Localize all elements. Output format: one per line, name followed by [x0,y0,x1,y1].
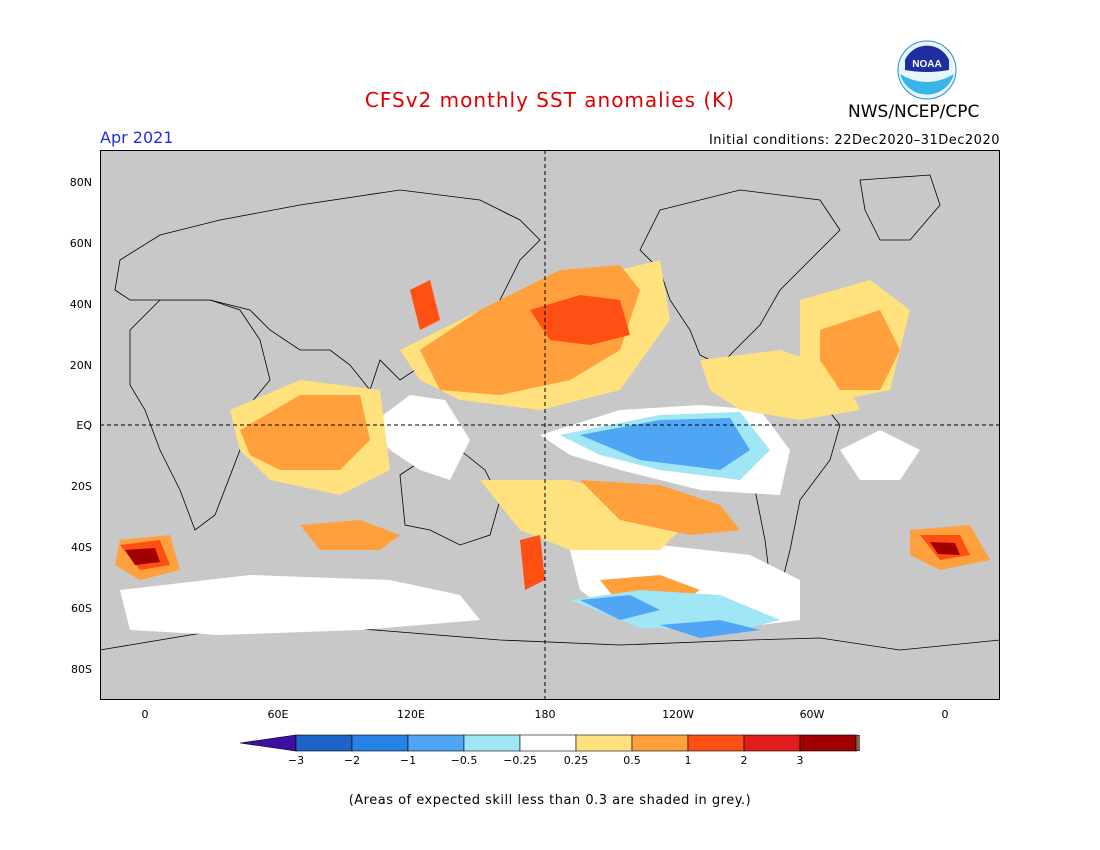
latitude-label: 80S [71,663,92,676]
colorbar-cell [743,734,801,752]
longitude-label: 60W [799,708,825,721]
longitude-label: 0 [141,708,149,721]
colorbar-label: 1 [684,754,692,767]
colorbar-cell [855,734,860,752]
agency-label: NWS/NCEP/CPC [848,102,980,122]
anomaly-2-3 [125,542,960,565]
latitude-label: 40N [69,298,92,311]
colorbar-label: 0.5 [623,754,641,767]
colorbar-label: −1 [399,754,417,767]
anomaly-neg-0-5 [580,418,760,638]
colorbar-cell [295,734,353,752]
skill-note: (Areas of expected skill less than 0.3 a… [348,793,752,808]
colorbar-label: 0.25 [563,754,589,767]
longitude-label: 120E [397,708,425,721]
latitude-label: 20S [71,480,92,493]
colorbar-label: 2 [740,754,748,767]
colorbar-cell [407,734,465,752]
colorbar-cell [463,734,521,752]
latitude-label: 40S [71,541,92,554]
colorbar-cell [575,734,633,752]
colorbar-label: −2 [343,754,361,767]
longitude-label: 120W [662,708,694,721]
colorbar-cell [351,734,409,752]
colorbar-cell [519,734,577,752]
latitude-label: 60N [69,237,92,250]
noaa-logo: NOAA [897,40,957,100]
reference-lines [100,150,1000,700]
forecast-period: Apr 2021 [100,128,174,147]
colorbar-cell [799,734,857,752]
colorbar-label: 3 [796,754,804,767]
latitude-label: 20N [69,359,92,372]
longitude-label: 60E [267,708,289,721]
svg-text:NOAA: NOAA [912,59,941,70]
latitude-label: 60S [71,602,92,615]
latitude-label: EQ [76,419,92,432]
colorbar-cell [240,734,297,752]
map-title: CFSv2 monthly SST anomalies (K) [364,88,736,112]
colorbar [240,734,860,752]
colorbar-cell [687,734,745,752]
colorbar-label: −3 [287,754,305,767]
latitude-label: 80N [69,176,92,189]
colorbar-label: −0.25 [503,754,537,767]
longitude-label: 180 [534,708,556,721]
colorbar-label: −0.5 [450,754,478,767]
initial-conditions: Initial conditions: 22Dec2020–31Dec2020 [708,133,1000,148]
longitude-label: 0 [941,708,949,721]
sst-anomaly-map [100,150,1000,700]
colorbar-cell [631,734,689,752]
